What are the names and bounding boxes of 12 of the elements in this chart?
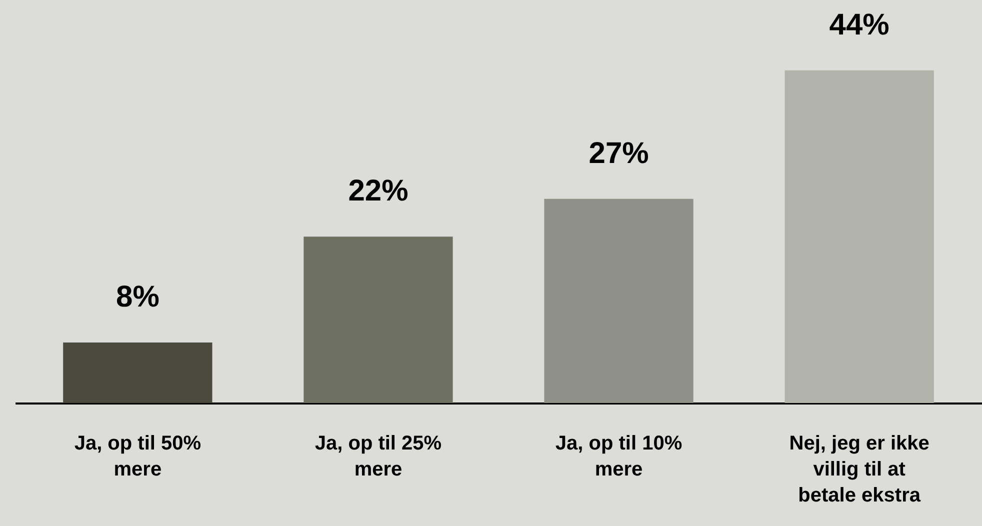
- data-label: 8%: [116, 280, 160, 314]
- bar: [544, 198, 694, 403]
- x-tick-label: Ja, op til 25% mere: [314, 432, 442, 480]
- x-tick-label: Ja, op til 50% mere: [74, 432, 202, 480]
- bar: [304, 236, 453, 403]
- bar: [784, 70, 934, 403]
- x-tick-label: Nej, jeg er ikke villig til at betale ekstra: [789, 432, 930, 506]
- data-label: 27%: [588, 136, 649, 170]
- x-tick-label: Ja, op til 10% mere: [555, 432, 682, 480]
- data-label: 22%: [348, 174, 408, 208]
- data-label: 44%: [829, 8, 890, 42]
- bar: [63, 342, 212, 403]
